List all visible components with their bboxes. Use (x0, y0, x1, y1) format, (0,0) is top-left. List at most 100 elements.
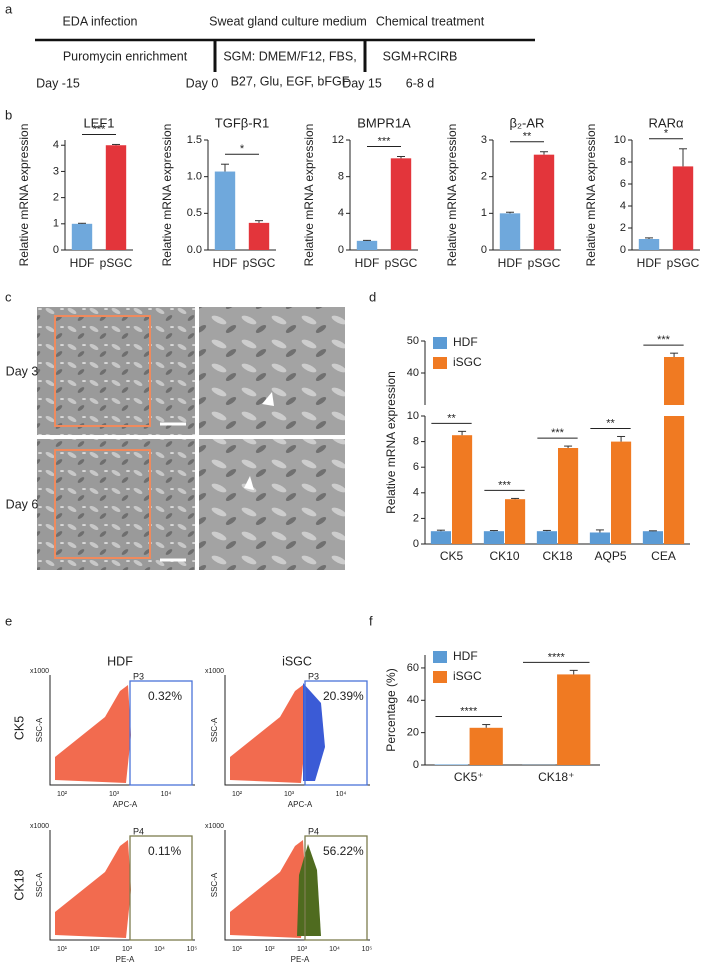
significance: *** (657, 334, 671, 346)
y-tick-label: 1 (53, 218, 59, 230)
x-tick-label: 10² (89, 946, 100, 953)
chart-title: TGFβ-R1 (215, 115, 269, 130)
chart-title: β₂-AR (510, 115, 545, 130)
significance: ** (447, 412, 456, 424)
panel-label: f (369, 613, 373, 628)
x-tick-label: CK18⁺ (538, 770, 574, 784)
bar (589, 532, 610, 544)
bar (105, 145, 127, 250)
y-tick-label: 0 (338, 244, 344, 256)
x-tick-label: CEA (651, 549, 676, 563)
x-tick-label: 10³ (284, 791, 295, 798)
micrograph (199, 439, 345, 570)
y-unit: x1000 (205, 823, 224, 830)
y-tick-label: 0.0 (187, 244, 202, 256)
x-tick-label: 10¹ (232, 946, 243, 953)
y-tick-label: 0 (620, 244, 626, 256)
panel-label: a (5, 1, 13, 16)
bar (611, 441, 632, 544)
bar (434, 764, 468, 765)
panel-label: b (5, 107, 12, 122)
row-label: Day 6 (6, 497, 39, 511)
y-unit: x1000 (30, 668, 49, 675)
bar (536, 531, 557, 544)
significance: ** (606, 417, 615, 429)
y-unit: x1000 (30, 823, 49, 830)
x-tick-label: HDF (355, 256, 380, 270)
y-axis-label: Relative mRNA expression (302, 124, 316, 267)
y-tick-label: 12 (332, 134, 344, 146)
y-tick-label: 50 (407, 335, 419, 347)
condition: SGM+RCIRB (383, 49, 458, 63)
gate-label: P4 (308, 826, 319, 836)
y-tick-label: 2 (53, 192, 59, 204)
significance: *** (93, 123, 107, 135)
y-axis-label: Relative mRNA expression (584, 124, 598, 267)
bar (638, 239, 660, 250)
legend-label: HDF (453, 649, 478, 663)
y-tick-label: 0.5 (187, 207, 202, 219)
x-tick-label: CK18 (542, 549, 572, 563)
y-axis-label: SSC-A (35, 872, 44, 897)
x-tick-label: 10² (232, 791, 243, 798)
y-tick-label: 8 (620, 156, 626, 168)
event-cloud (55, 840, 131, 938)
panel-label: c (5, 289, 12, 304)
significance: *** (551, 427, 565, 439)
bar (214, 171, 236, 250)
gate-label: P3 (308, 671, 319, 681)
y-tick-label: 4 (620, 200, 626, 212)
significance: *** (498, 479, 512, 491)
y-tick-label: 2 (413, 512, 419, 524)
bar (664, 416, 685, 544)
y-axis-label: SSC-A (210, 717, 219, 742)
significance: **** (460, 705, 478, 717)
micrograph (37, 307, 195, 435)
bar (248, 222, 270, 250)
legend-swatch (433, 337, 447, 349)
x-tick-label: HDF (70, 256, 95, 270)
legend-label: iSGC (453, 355, 482, 369)
bar (469, 727, 503, 765)
y-axis-label: Relative mRNA expression (384, 371, 398, 514)
x-tick-label: 10⁴ (329, 946, 340, 953)
significance: ** (523, 131, 532, 143)
significance: * (664, 128, 669, 140)
y-axis-label: Relative mRNA expression (160, 124, 174, 267)
day-label: Day 0 (186, 76, 219, 90)
y-tick-label: 3 (53, 165, 59, 177)
y-tick-label: 0 (53, 244, 59, 256)
condition: B27, Glu, EGF, bFGF (231, 74, 350, 88)
y-tick-label: 1.0 (187, 171, 202, 183)
y-tick-label: 8 (413, 436, 419, 448)
row-title: CK5 (12, 716, 26, 740)
chart-title: BMPR1A (357, 115, 411, 130)
y-tick-label: 4 (53, 139, 59, 151)
x-axis-label: PE-A (116, 955, 135, 964)
panel-label: d (369, 289, 376, 304)
legend-label: HDF (453, 335, 478, 349)
row-label: Day 3 (6, 364, 39, 378)
bar (558, 448, 579, 544)
x-tick-label: 10⁴ (161, 791, 172, 798)
x-tick-label: pSGC (243, 256, 276, 270)
gate (129, 835, 193, 941)
phase: Sweat gland culture medium (209, 14, 367, 28)
y-axis-label: SSC-A (35, 717, 44, 742)
x-tick-label: 10⁴ (154, 946, 165, 953)
bar (452, 435, 473, 544)
x-tick-label: pSGC (528, 256, 561, 270)
x-tick-label: 10⁵ (187, 946, 198, 953)
gate (304, 835, 368, 941)
event-cloud (55, 685, 131, 783)
x-tick-label: AQP5 (594, 549, 626, 563)
gate-percentage: 0.32% (148, 689, 182, 703)
x-tick-label: CK10 (489, 549, 519, 563)
x-tick-label: CK5⁺ (454, 770, 484, 784)
event-cloud (230, 840, 306, 938)
bar (672, 166, 694, 250)
condition: Puromycin enrichment (63, 49, 188, 63)
